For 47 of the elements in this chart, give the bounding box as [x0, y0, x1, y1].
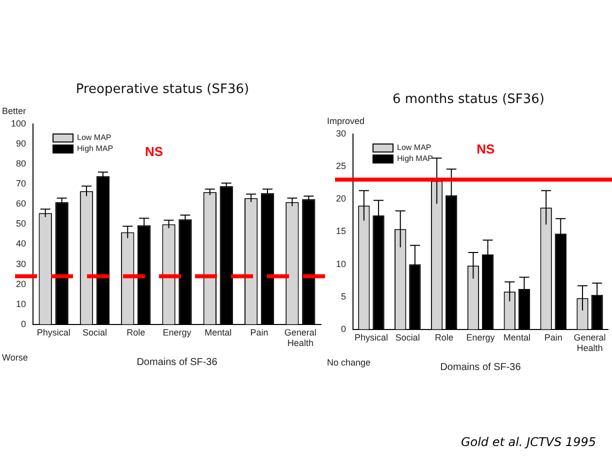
annotation: NS: [476, 142, 495, 157]
x-tick-label: Pain: [250, 327, 268, 338]
chart-title: 6 months status (SF36): [392, 92, 546, 107]
x-tick-label: Energy: [162, 327, 192, 338]
y-tick-label: 50: [16, 218, 26, 229]
y-tick-label: 20: [336, 194, 346, 204]
text: No change: [327, 357, 371, 368]
legend-label: High MAP: [397, 154, 434, 164]
x-tick-label: Role: [126, 327, 146, 338]
y-tick-label: 5: [340, 291, 346, 302]
y-tick-label: 60: [16, 198, 26, 209]
x-tick-label: Mental: [503, 332, 530, 342]
y-tick-label: 30: [336, 128, 346, 138]
annotation: NS: [144, 144, 164, 160]
x-axis-title: Domains of SF-36: [440, 362, 522, 373]
text: Better: [2, 106, 26, 116]
y-tick-label: 30: [16, 258, 26, 269]
legend-label: Low MAP: [77, 133, 112, 142]
x-tick-label: Pain: [544, 332, 562, 342]
x-tick-label: General Health: [574, 332, 606, 354]
x-tick-label: Energy: [466, 332, 496, 342]
y-tick-label: 0: [340, 324, 346, 334]
text: Worse: [2, 352, 28, 362]
y-tick-label: 80: [16, 158, 26, 169]
x-tick-label: Role: [434, 332, 454, 342]
legend-label: High MAP: [77, 144, 114, 154]
text: Gold et al. JCTVS 1995: [460, 435, 596, 449]
y-tick-label: 15: [336, 226, 346, 236]
x-tick-label: Physical: [354, 332, 388, 342]
y-tick-label: 10: [336, 258, 346, 269]
y-tick-label: 90: [16, 138, 26, 149]
y-tick-label: 40: [16, 238, 26, 249]
y-tick-label: 100: [10, 118, 26, 128]
y-tick-label: 0: [21, 318, 26, 329]
text: Improved: [327, 116, 365, 126]
y-tick-label: 10: [16, 298, 26, 309]
x-axis-title: Domains of SF-36: [136, 356, 218, 368]
legend-label: Low MAP: [397, 143, 432, 152]
x-tick-label: Mental: [204, 327, 232, 338]
x-tick-label: General Health: [284, 327, 316, 348]
x-tick-label: Physical: [36, 327, 70, 338]
x-tick-label: Social: [82, 327, 107, 338]
y-tick-label: 20: [16, 278, 26, 289]
x-tick-label: Social: [395, 332, 420, 342]
y-tick-label: 70: [16, 178, 26, 189]
y-tick-label: 25: [336, 161, 346, 172]
chart-title: Preoperative status (SF36): [74, 82, 250, 97]
